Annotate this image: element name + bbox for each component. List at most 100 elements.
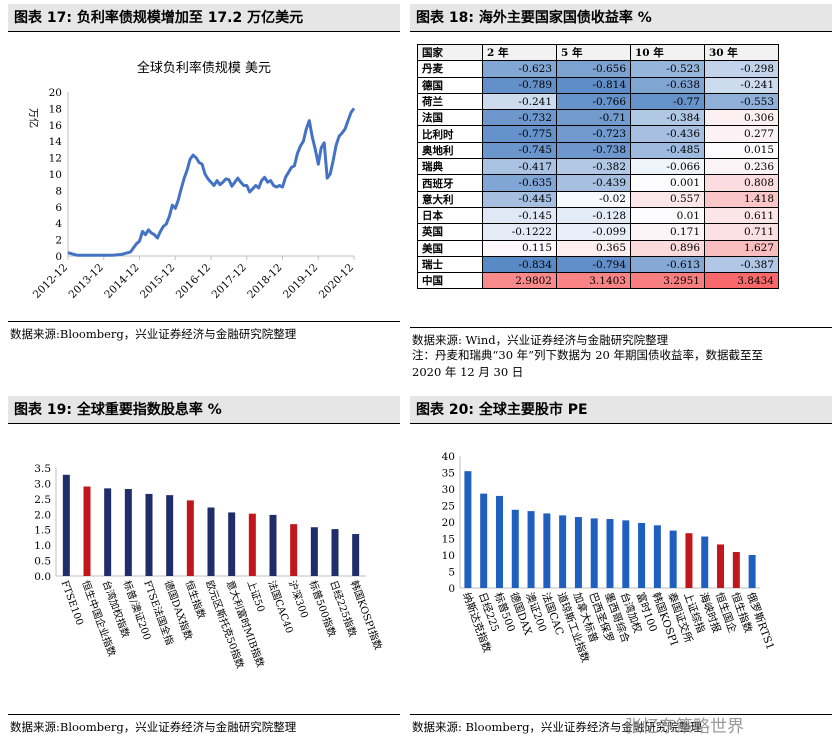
country-cell: 奥地利 [417,141,483,160]
y-tick-label: 10 [49,169,62,181]
yield-cell: -0.241 [482,92,557,111]
yield-cell: -0.298 [704,60,779,78]
bar [228,512,236,576]
bar [124,488,132,576]
x-tick-label: 2015-12 [138,262,177,301]
chart20-title: 图表 20: 全球主要股市 PE [410,396,832,424]
yield-cell: 0.236 [704,158,779,176]
yield-cell: -0.436 [630,125,705,143]
y-tick-label: 6 [55,202,62,214]
yield-cell: -0.485 [630,141,705,160]
table-row: 比利时 -0.775 -0.723 -0.436 0.277 [417,125,779,143]
yield-cell: -0.745 [482,141,557,160]
y-tick-label: 0 [448,583,455,595]
bar [310,527,318,576]
y-tick-label: 40 [442,451,455,463]
yield-cell: -0.128 [556,206,631,225]
y-tick-label: 2.5 [34,494,51,506]
table-row: 德国 -0.789 -0.814 -0.638 -0.241 [417,76,779,94]
yield-cell: 0.306 [704,109,779,127]
country-cell: 意大利 [417,190,483,208]
yield-cell: -0.613 [630,255,705,274]
y-axis-label: 万亿 [27,108,40,128]
bar [166,495,174,576]
bar [248,513,256,576]
country-cell: 中国 [417,272,483,290]
yield-cell: -0.738 [556,141,631,160]
yield-cell: -0.71 [556,109,631,127]
table-row: 丹麦 -0.623 -0.656 -0.523 -0.298 [417,60,779,78]
yield-cell: -0.766 [556,92,631,111]
table-row: 奥地利 -0.745 -0.738 -0.485 0.015 [417,141,779,160]
y-tick-label: 20 [442,517,455,529]
country-cell: 比利时 [417,125,483,143]
x-tick-label: 2016-12 [174,262,213,301]
bar [543,513,551,588]
bar [104,488,112,576]
bar [622,520,630,588]
bar [748,555,756,588]
country-cell: 西班牙 [417,174,483,192]
yield-cell: 0.365 [556,239,631,257]
bar [574,517,582,588]
global-pe-bar-chart: 0510152025303540纳斯达克指数日经225标普500德国DAX澳证2… [442,451,777,665]
bar [511,509,519,588]
bar [83,486,91,576]
yield-cell: 0.001 [630,174,705,192]
yield-cell: -0.523 [630,60,705,78]
bar [638,522,646,588]
yield-cell: 0.01 [630,206,705,225]
y-tick-label: 16 [49,120,63,132]
yield-cell: -0.066 [630,158,705,176]
yield-cell: -0.384 [630,109,705,127]
bar [269,514,277,576]
y-tick-label: 25 [442,501,455,513]
chart17-inner-title: 全球负利率债规模 美元 [137,60,271,76]
dividend-yield-bar-chart: 0.00.51.01.52.02.53.03.5FTSE100恒生中国企业指数台… [34,463,385,670]
chart18-source: 数据来源: Wind，兴业证券经济与金融研究院整理 [410,327,832,348]
bar [207,507,215,576]
table-row: 瑞典 -0.417 -0.382 -0.066 0.236 [417,158,779,176]
y-tick-label: 4 [55,218,62,230]
y-tick-label: 30 [442,484,455,496]
yield-cell: -0.145 [482,206,557,225]
y-tick-label: 0.0 [34,571,51,583]
negative-yield-series-line [67,107,356,257]
yield-cell: 0.808 [704,174,779,192]
bar [495,495,503,588]
yield-cell: -0.623 [482,60,557,78]
bar [559,515,567,588]
x-tick-label: 韩国KOSPI指数 [348,579,385,652]
yield-cell: 3.1403 [556,272,631,290]
bar [62,474,70,576]
yield-cell: -0.638 [630,76,705,94]
yield-cell: 0.896 [630,239,705,257]
yield-cell: 1.627 [704,239,779,257]
table-row: 日本 -0.145 -0.128 0.01 0.611 [417,206,779,225]
bar [606,519,614,588]
chart18-note-line2: 2020 年 12 月 30 日 [412,365,524,379]
y-tick-label: 14 [49,136,63,148]
country-cell: 丹麦 [417,60,483,78]
chart19-title: 图表 19: 全球重要指数股息率 % [8,396,400,424]
table-header-cell: 10 年 [630,43,705,62]
yield-cell: -0.417 [482,158,557,176]
yield-cell: 0.611 [704,206,779,225]
country-cell: 美国 [417,239,483,257]
x-tick-label: 2012-12 [31,262,70,301]
bar [701,536,709,588]
bar [331,529,339,576]
bar [352,534,360,576]
bar [590,518,598,588]
table-header-cell: 5 年 [556,43,631,62]
bar [290,524,298,576]
chart20-source: 数据来源: Bloomberg，兴业证券经济与金融研究院整理 [410,714,832,735]
y-tick-label: 2 [55,235,62,247]
country-cell: 德国 [417,76,483,94]
y-tick-label: 1.0 [34,540,51,552]
country-cell: 瑞典 [417,158,483,176]
table-row: 意大利 -0.445 -0.02 0.557 1.418 [417,190,779,208]
yield-cell: -0.814 [556,76,631,94]
y-tick-label: 8 [55,185,62,197]
